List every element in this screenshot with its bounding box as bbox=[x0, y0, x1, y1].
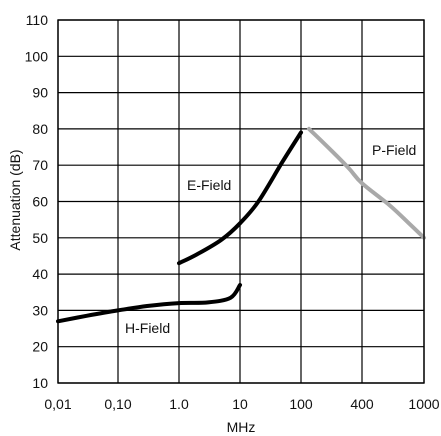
y-tick-label: 50 bbox=[32, 230, 48, 246]
plot-border bbox=[57, 19, 425, 384]
y-tick-label: 30 bbox=[32, 302, 48, 318]
y-tick-label: 70 bbox=[32, 157, 48, 173]
y-tick-label: 60 bbox=[32, 194, 48, 210]
plot-frame bbox=[57, 19, 425, 384]
series-line-e-field bbox=[177, 130, 303, 266]
x-tick-label: 0,01 bbox=[44, 396, 71, 412]
x-tick-label: 1.0 bbox=[169, 396, 189, 412]
annotation-e-field: E-Field bbox=[187, 177, 231, 193]
x-tick-label: 1000 bbox=[408, 396, 439, 412]
y-tick-label: 90 bbox=[32, 85, 48, 101]
grid bbox=[57, 19, 425, 384]
y-tick-label: 20 bbox=[32, 339, 48, 355]
x-tick-label: 10 bbox=[232, 396, 248, 412]
y-tick-label: 40 bbox=[32, 266, 48, 282]
x-tick-label: 400 bbox=[350, 396, 374, 412]
series-line-p-field bbox=[307, 126, 426, 240]
y-tick-label: 80 bbox=[32, 121, 48, 137]
x-tick-label: 100 bbox=[289, 396, 313, 412]
y-tick-label: 110 bbox=[26, 12, 49, 28]
y-tick-labels: 10 20 30 40 50 60 70 80 90 100 110 bbox=[25, 12, 49, 391]
series-lines bbox=[56, 126, 426, 324]
series-line-h-field bbox=[56, 283, 242, 324]
annotation-p-field: P-Field bbox=[372, 142, 416, 158]
x-tick-label: 0,10 bbox=[104, 396, 131, 412]
x-axis-title: MHz bbox=[227, 419, 256, 435]
y-tick-label: 100 bbox=[25, 48, 49, 64]
y-tick-label: 10 bbox=[32, 375, 48, 391]
x-tick-labels: 0,01 0,10 1.0 10 100 400 1000 bbox=[44, 396, 439, 412]
annotation-h-field: H-Field bbox=[125, 320, 170, 336]
y-axis-title: Attenuation (dB) bbox=[7, 149, 23, 250]
